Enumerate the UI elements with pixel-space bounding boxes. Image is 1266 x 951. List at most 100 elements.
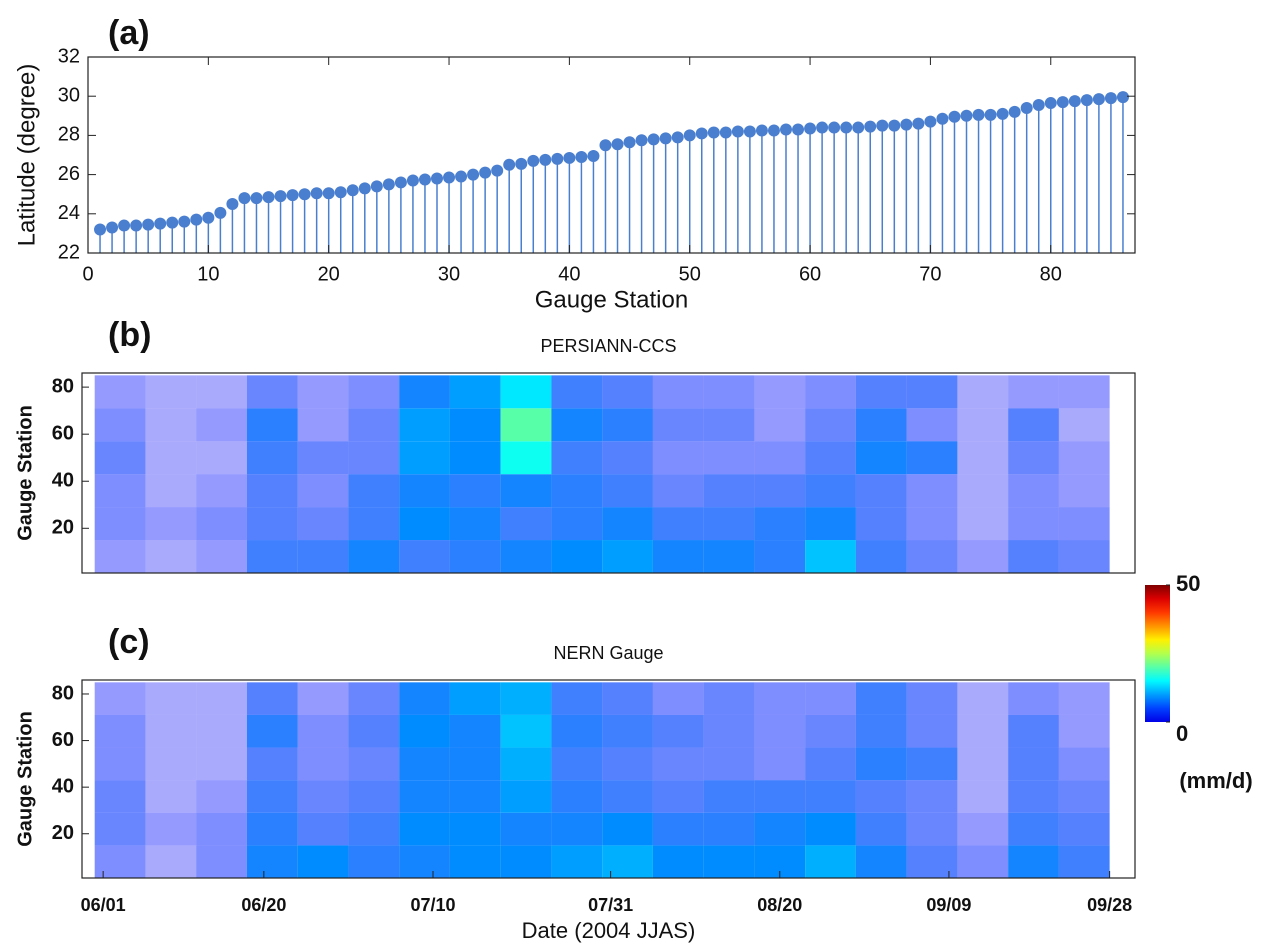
heatmap-cell bbox=[348, 780, 400, 813]
heatmap-cell bbox=[246, 408, 298, 442]
heatmap-cell bbox=[297, 441, 349, 475]
stem-marker bbox=[1032, 99, 1045, 112]
heatmap-cell bbox=[754, 507, 806, 541]
stem-marker bbox=[262, 191, 275, 204]
stem-marker bbox=[575, 150, 588, 163]
heatmap-cell bbox=[703, 474, 755, 508]
heatmap-cell bbox=[246, 474, 298, 508]
heatmap-cell bbox=[1008, 780, 1059, 813]
heatmap-cell bbox=[754, 780, 806, 813]
y-tick-label: 80 bbox=[52, 682, 74, 704]
heatmap-cell bbox=[399, 812, 450, 846]
stem-marker bbox=[804, 122, 817, 135]
heatmap-cell bbox=[1058, 780, 1110, 813]
heatmap-cell bbox=[855, 375, 907, 409]
heatmap-cell bbox=[399, 540, 450, 573]
heatmap-cell bbox=[500, 474, 552, 508]
stem-marker bbox=[298, 188, 311, 201]
heatmap-cell bbox=[855, 682, 907, 715]
heatmap-cell bbox=[399, 441, 450, 475]
stem-marker bbox=[214, 206, 227, 219]
heatmap-cell bbox=[145, 540, 197, 573]
stem-marker bbox=[467, 168, 480, 181]
heatmap-cell bbox=[754, 812, 806, 846]
heatmap-cell bbox=[1058, 812, 1110, 846]
stem-marker bbox=[1008, 105, 1021, 118]
heatmap-cell bbox=[957, 747, 1009, 781]
heatmap-cell bbox=[602, 375, 653, 409]
heatmap-cell bbox=[297, 375, 349, 409]
heatmap-cell bbox=[805, 375, 856, 409]
stem-marker bbox=[455, 170, 468, 183]
stem-marker bbox=[1068, 95, 1081, 108]
heatmap-cell bbox=[246, 507, 298, 541]
stem-marker bbox=[406, 174, 419, 187]
heatmap-cell bbox=[449, 845, 501, 878]
panel-title: NERN Gauge bbox=[553, 643, 663, 663]
heatmap-cell bbox=[348, 845, 400, 878]
x-tick-label: 40 bbox=[558, 263, 580, 285]
stem-marker bbox=[647, 133, 660, 146]
heatmap-cell bbox=[602, 682, 653, 715]
stem-marker bbox=[587, 149, 600, 162]
colorbar-tick-label: 0 bbox=[1176, 721, 1188, 746]
x-tick-label: 30 bbox=[438, 263, 460, 285]
heatmap-cell bbox=[297, 408, 349, 442]
heatmap-cell bbox=[957, 507, 1009, 541]
heatmap-cell bbox=[94, 812, 146, 846]
heatmap-cell bbox=[1058, 507, 1110, 541]
heatmap-cell bbox=[94, 474, 146, 508]
heatmap-cell bbox=[246, 682, 298, 715]
stem-marker bbox=[142, 218, 155, 231]
stem-marker bbox=[94, 223, 107, 236]
stem-marker bbox=[671, 131, 684, 144]
stem-marker bbox=[755, 124, 768, 137]
panel-label: (c) bbox=[108, 623, 150, 661]
heatmap-cell bbox=[500, 780, 552, 813]
stem-marker bbox=[683, 129, 696, 142]
stem-marker bbox=[491, 164, 504, 177]
heatmap-cell bbox=[500, 812, 552, 846]
x-axis-label: Gauge Station bbox=[535, 286, 688, 313]
heatmap-cells bbox=[94, 375, 1110, 573]
heatmap-cell bbox=[957, 780, 1009, 813]
heatmap-cell bbox=[500, 441, 552, 475]
heatmap-cell bbox=[145, 507, 197, 541]
heatmap-cell bbox=[145, 474, 197, 508]
heatmap-cell bbox=[855, 714, 907, 748]
heatmap-cell bbox=[348, 408, 400, 442]
heatmap-cell bbox=[196, 375, 247, 409]
stem-marker bbox=[238, 192, 251, 205]
colorbar-tick-label: 50 bbox=[1176, 571, 1200, 596]
heatmap-cell bbox=[906, 747, 958, 781]
stem-marker bbox=[527, 154, 540, 167]
heatmap-cell bbox=[906, 812, 958, 846]
x-tick-label: 0 bbox=[82, 263, 93, 285]
heatmap-cell bbox=[652, 507, 704, 541]
heatmap-cell bbox=[754, 747, 806, 781]
heatmap-cell bbox=[399, 474, 450, 508]
stem-marker bbox=[1116, 91, 1129, 104]
heatmap-cell bbox=[145, 441, 197, 475]
stem-marker bbox=[166, 216, 179, 229]
heatmap-cell bbox=[652, 845, 704, 878]
heatmap-cell bbox=[399, 845, 450, 878]
heatmap-cell bbox=[348, 714, 400, 748]
heatmap-cell bbox=[145, 812, 197, 846]
heatmap-cell bbox=[246, 441, 298, 475]
stem-marker bbox=[780, 123, 792, 136]
heatmap-cell bbox=[1008, 845, 1059, 878]
heatmap-cell bbox=[348, 507, 400, 541]
heatmap-cell bbox=[551, 474, 603, 508]
heatmap-cell bbox=[399, 714, 450, 748]
stem-marker bbox=[178, 215, 191, 228]
heatmap-cell bbox=[551, 714, 603, 748]
stem-marker bbox=[226, 198, 239, 210]
stem-marker bbox=[250, 192, 263, 205]
plot-frame bbox=[81, 679, 1136, 879]
heatmap-cell bbox=[348, 812, 400, 846]
heatmap-cell bbox=[805, 845, 856, 878]
heatmap-cell bbox=[957, 682, 1009, 715]
heatmap-cell bbox=[500, 408, 552, 442]
heatmap-cell bbox=[246, 375, 298, 409]
